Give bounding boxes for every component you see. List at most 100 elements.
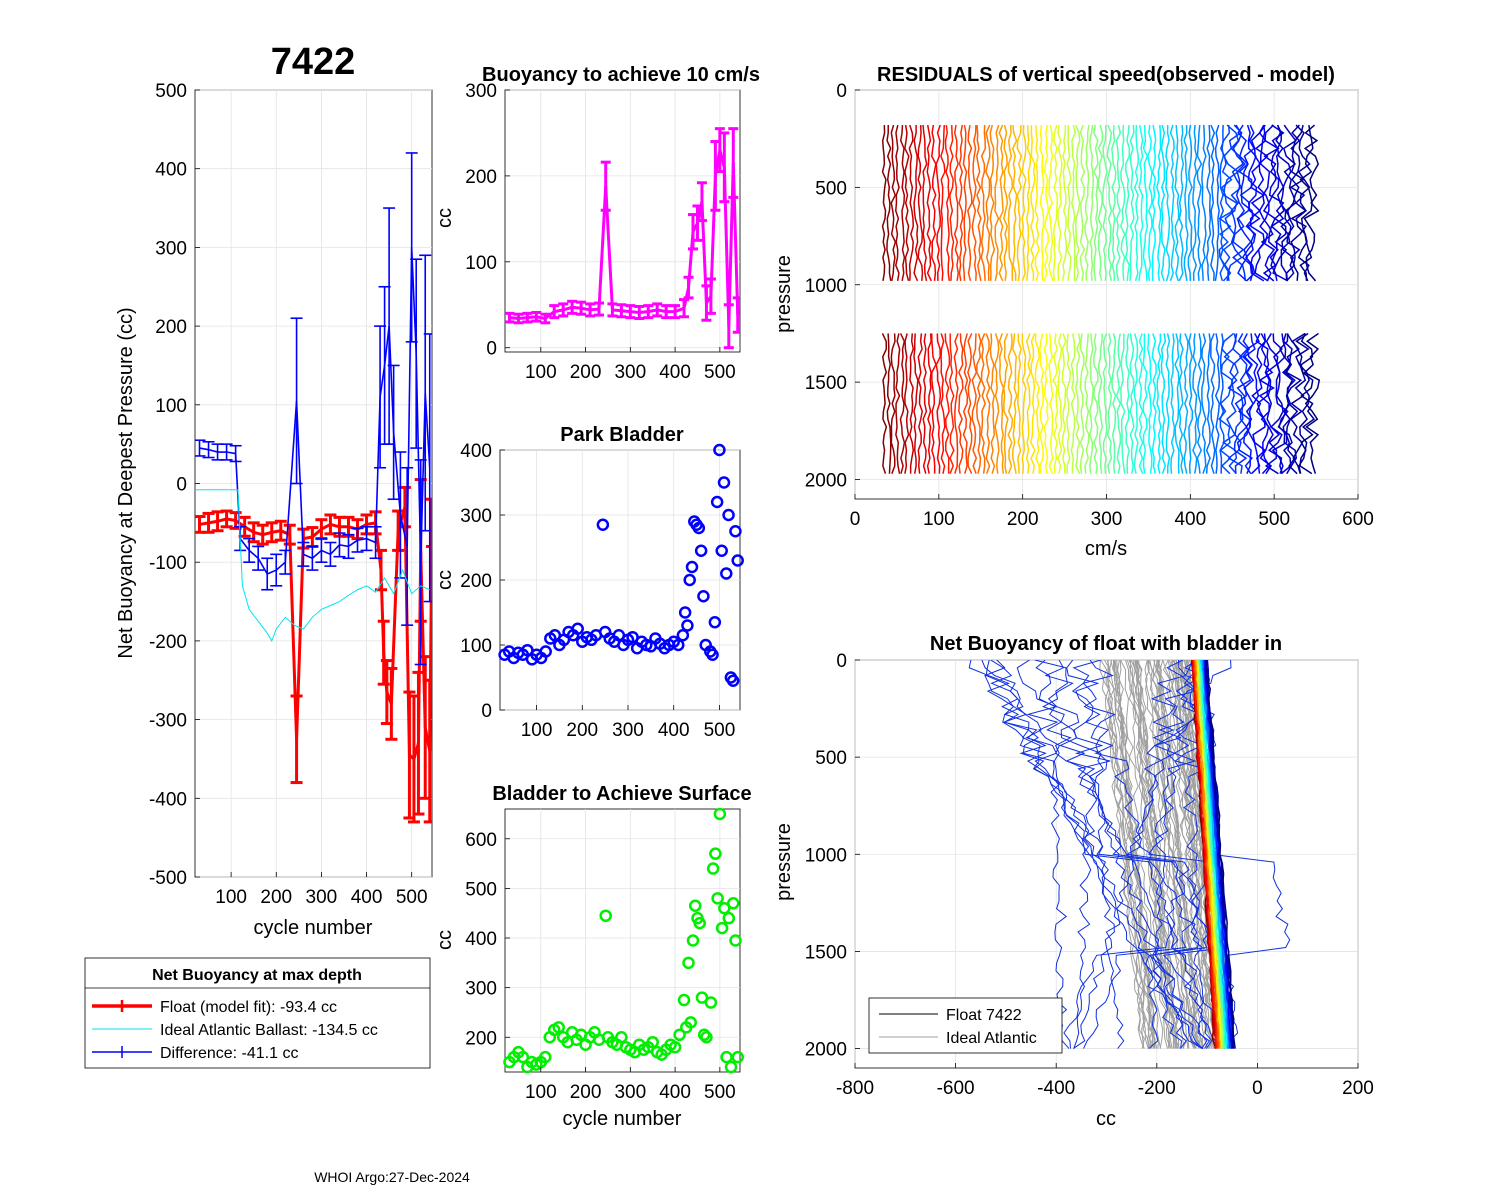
y-tick-label: 300	[155, 238, 187, 259]
y-tick-label: 600	[465, 830, 497, 851]
ideal-atlantic-profile	[1134, 660, 1179, 1049]
residual-profile	[1048, 124, 1054, 282]
residual-profile	[1075, 333, 1081, 474]
y-tick-label: 0	[836, 81, 847, 102]
residual-profile	[976, 333, 982, 474]
residual-profile	[922, 333, 928, 474]
y-tick-label: 500	[815, 178, 847, 199]
residual-profile	[1303, 124, 1320, 282]
residual-profile	[1255, 333, 1271, 475]
data-point	[706, 862, 720, 875]
series-line	[199, 506, 432, 762]
ideal-atlantic-profile	[1155, 660, 1202, 1049]
residual-profile	[1079, 124, 1086, 281]
data-point	[715, 921, 729, 935]
residual-profile	[1174, 124, 1180, 282]
data-point	[688, 899, 702, 913]
errorbar	[549, 304, 560, 320]
errorbar	[195, 439, 206, 457]
x-tick-label: 500	[704, 720, 736, 741]
ideal-atlantic-profile	[1162, 660, 1209, 1049]
ideal-atlantic-profile	[1117, 660, 1160, 1049]
residual-profile	[1138, 124, 1144, 281]
residual-profile	[899, 333, 906, 474]
errorbar	[679, 298, 690, 319]
residual-profile	[953, 124, 960, 281]
x-tick-label: 400	[351, 887, 383, 908]
residual-profile	[940, 125, 946, 281]
residual-profile	[976, 124, 982, 282]
residual-profile	[1111, 125, 1117, 281]
residual-profile	[980, 125, 987, 281]
errorbar	[220, 509, 233, 529]
data-point	[695, 991, 709, 1004]
y-tick-label: 1000	[805, 845, 847, 866]
y-tick-label: 2000	[805, 1040, 847, 1061]
residual-profile	[899, 125, 906, 282]
residuals-title: RESIDUALS of vertical speed(observed - m…	[877, 64, 1335, 86]
residual-profile	[1178, 333, 1184, 474]
y-tick-label: 100	[155, 396, 187, 417]
errorbar	[256, 523, 269, 546]
residual-profile	[971, 333, 978, 474]
park-series	[498, 443, 744, 687]
net-buoyancy-xlabel: cc	[1096, 1108, 1116, 1130]
residual-profile	[958, 333, 964, 474]
y-tick-label: 300	[465, 81, 497, 102]
residual-profile	[1124, 124, 1131, 281]
residual-profile	[1196, 333, 1203, 474]
residual-profile	[1289, 124, 1308, 281]
x-tick-label: 400	[1174, 509, 1206, 530]
float-profile-outlier	[1166, 660, 1208, 1049]
buoy10-title: Buoyancy to achieve 10 cm/s	[482, 64, 760, 86]
data-point	[704, 996, 718, 1009]
residual-profile	[1111, 333, 1117, 474]
x-tick-label: 0	[850, 509, 861, 530]
residual-profile	[1052, 333, 1059, 474]
residual-profile	[1210, 124, 1216, 281]
residual-profile	[1156, 125, 1162, 281]
errorbar	[290, 317, 303, 485]
residual-profile	[1007, 125, 1014, 281]
x-tick-label: 100	[525, 1082, 557, 1103]
residual-profile	[913, 125, 919, 282]
residual-profile	[1039, 333, 1045, 474]
park-ticks: 100 200 300 400 500 0 100 200 300 400	[460, 441, 735, 741]
residual-profile	[1170, 333, 1176, 474]
y-tick-label: 2000	[805, 471, 847, 492]
residual-profile	[1205, 125, 1212, 281]
errorbar	[728, 127, 739, 199]
residual-profile	[1244, 124, 1261, 282]
buoy10-chart: Buoyancy to achieve 10 cm/s 100 200 300 400…	[434, 64, 760, 383]
data-point	[678, 606, 692, 619]
net-buoyancy-chart: Net Buoyancy of float with bladder in -8…	[773, 633, 1374, 1130]
residual-profile	[922, 124, 928, 282]
y-tick-label: 1500	[805, 373, 847, 394]
buoy10-ticks: 100 200 300 400 500 0 100 200 300	[465, 81, 735, 383]
errorbar	[719, 131, 730, 204]
data-point	[697, 590, 710, 603]
float-profile-outlier	[990, 660, 1183, 1049]
residual-profile	[1262, 124, 1280, 282]
residual-profile	[1151, 124, 1157, 281]
errorbar	[576, 300, 587, 316]
residuals-series	[881, 124, 1321, 475]
data-point	[720, 567, 733, 580]
data-point	[672, 638, 685, 652]
residual-profile	[913, 333, 919, 474]
errorbar	[732, 296, 740, 334]
residual-profile	[1061, 125, 1068, 282]
errorbar	[394, 451, 407, 579]
residual-profile	[998, 124, 1004, 282]
errorbar	[652, 302, 663, 318]
residual-profile	[1218, 332, 1235, 475]
residual-profile	[904, 124, 910, 282]
main-legend: Net Buoyancy at max depth Float (model f…	[84, 957, 431, 1069]
residual-profile	[1156, 333, 1162, 474]
data-point	[706, 648, 719, 661]
errorbar	[229, 444, 242, 463]
data-point	[685, 560, 699, 574]
residual-profile	[949, 333, 955, 474]
errorbar	[412, 670, 425, 816]
residual-profile	[998, 333, 1005, 474]
